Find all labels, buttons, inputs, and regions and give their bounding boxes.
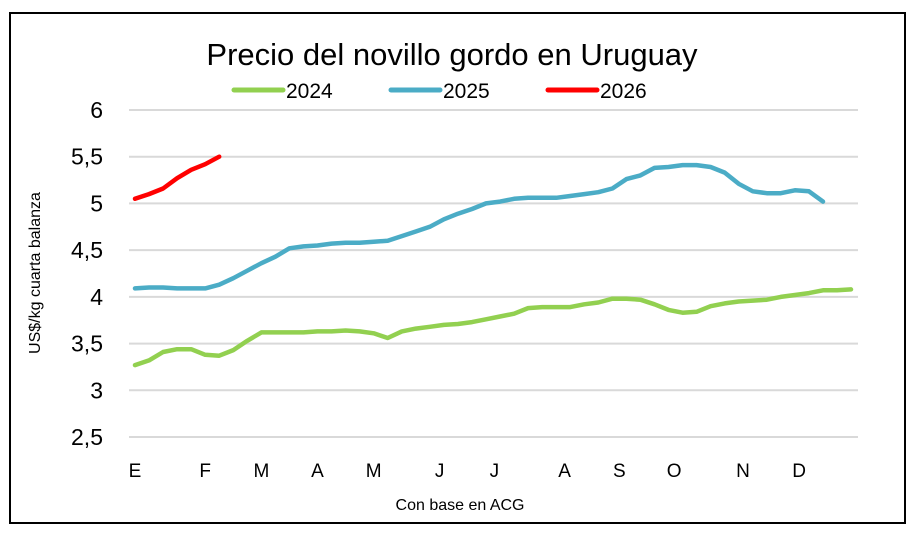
legend-label: 2026 <box>600 80 647 103</box>
x-tick-label: O <box>667 461 682 482</box>
legend-item-2024: 2024 <box>231 80 333 103</box>
x-tick-label: A <box>558 461 571 482</box>
y-tick-label: 5,5 <box>71 144 103 170</box>
series-lines <box>132 154 854 368</box>
series-line-2024 <box>132 287 854 368</box>
y-tick-label: 4,5 <box>71 237 103 263</box>
series-points-2025 <box>134 165 824 289</box>
x-tick-label: N <box>736 461 750 482</box>
x-tick-label: M <box>366 461 382 482</box>
x-tick-label: S <box>613 461 626 482</box>
legend-item-2025: 2025 <box>388 80 490 103</box>
series-points-2024 <box>134 289 852 366</box>
series-line-2025 <box>132 162 826 291</box>
series-points-2026 <box>134 156 220 199</box>
legend-label: 2025 <box>443 80 490 103</box>
x-tick-label: J <box>435 461 445 482</box>
series-line-2026 <box>132 154 222 202</box>
x-tick-label: A <box>311 461 324 482</box>
y-tick-label: 5 <box>90 190 103 216</box>
chart-title: Precio del novillo gordo en Uruguay <box>206 37 698 72</box>
y-axis-label: US$/kg cuarta balanza <box>27 192 44 354</box>
legend-label: 2024 <box>286 80 333 103</box>
y-tick-label: 3 <box>90 377 103 403</box>
legend: 2024 2025 2026 <box>231 80 647 103</box>
x-axis-label: Con base en ACG <box>396 497 525 514</box>
x-tick-label: F <box>199 461 211 482</box>
x-tick-label: E <box>129 461 142 482</box>
x-tick-label: D <box>792 461 806 482</box>
legend-item-2026: 2026 <box>545 80 647 103</box>
y-tick-label: 4 <box>90 284 103 310</box>
y-axis-ticks: 2,5 3 3,5 4 4,5 5 5,5 6 <box>71 97 103 450</box>
y-tick-label: 3,5 <box>71 331 103 357</box>
y-tick-label: 6 <box>90 97 103 123</box>
x-tick-label: J <box>490 461 500 482</box>
y-tick-label: 2,5 <box>71 424 103 450</box>
x-tick-label: M <box>253 461 269 482</box>
chart-frame <box>9 12 906 524</box>
